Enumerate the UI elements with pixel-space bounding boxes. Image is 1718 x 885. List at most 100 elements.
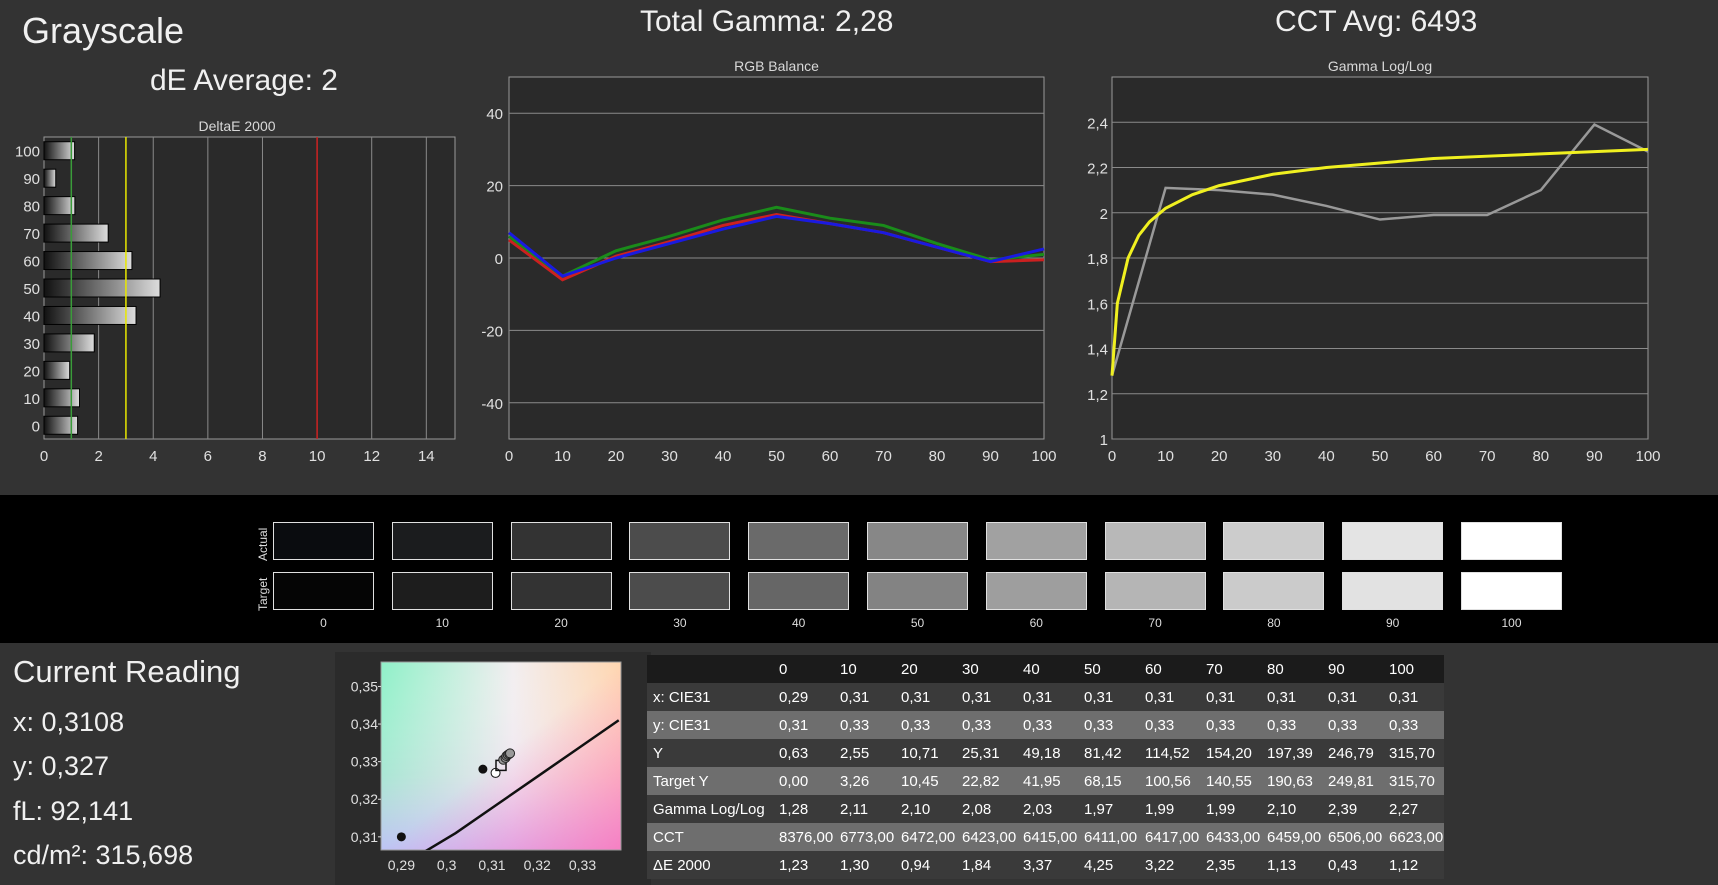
gamma-x-tick-label: 90 — [1586, 448, 1603, 465]
table-cell: 2,35 — [1200, 851, 1261, 879]
table-cell: 10,45 — [895, 767, 956, 795]
table-cell: 0,33 — [956, 711, 1017, 739]
rgb-y-tick-label: 40 — [486, 106, 503, 123]
table-cell: 0,33 — [1322, 711, 1383, 739]
table-header-cell: 60 — [1139, 655, 1200, 683]
table-cell: 315,70 — [1383, 739, 1444, 767]
deltae-x-tick-label: 8 — [258, 448, 266, 465]
table-cell: 0,31 — [1383, 683, 1444, 711]
swatch-label: 30 — [673, 616, 687, 630]
deltae-bar — [43, 305, 137, 325]
table-cell: 140,55 — [1200, 767, 1261, 795]
table-row-label: Gamma Log/Log — [647, 795, 773, 823]
rgb-x-tick-label: 30 — [661, 448, 678, 465]
cie-y-tick-label: 0,34 — [351, 716, 378, 732]
cie-y-tick-label: 0,33 — [351, 754, 378, 770]
cie-x-tick-label: 0,29 — [388, 857, 415, 873]
deltae-bar — [43, 333, 95, 353]
table-row-label: CCT — [647, 823, 773, 851]
table-cell: 246,79 — [1322, 739, 1383, 767]
table-cell: 0,63 — [773, 739, 834, 767]
cie-point — [396, 832, 406, 842]
cie-x-tick-label: 0,32 — [524, 857, 551, 873]
table-cell: 68,15 — [1078, 767, 1139, 795]
table-header-cell: 70 — [1200, 655, 1261, 683]
rgb-x-tick-label: 80 — [929, 448, 946, 465]
target-swatch — [1342, 572, 1444, 610]
table-header-cell: 50 — [1078, 655, 1139, 683]
rgb-balance-chart: 40 20 0 -20 -40 0 10 20 30 40 50 60 70 80 90 100 — [481, 76, 1057, 465]
actual-swatch — [867, 522, 968, 560]
table-cell: 0,33 — [1200, 711, 1261, 739]
gamma-x-tick-label: 0 — [1108, 448, 1116, 465]
rgb-x-tick-label: 20 — [608, 448, 625, 465]
swatch-label: 50 — [910, 616, 925, 630]
table-cell: 2,08 — [956, 795, 1017, 823]
rgb-y-tick-label: 0 — [495, 251, 503, 268]
table-cell: 0,31 — [1322, 683, 1383, 711]
table-cell: 2,39 — [1322, 795, 1383, 823]
actual-swatch — [1461, 522, 1562, 560]
table-cell: 4,25 — [1078, 851, 1139, 879]
table-cell: 1,84 — [956, 851, 1017, 879]
cct-avg-label: CCT Avg: 6493 — [1275, 5, 1478, 38]
table-cell: 8376,00 — [773, 823, 834, 851]
actual-swatch — [1223, 522, 1325, 560]
target-swatch — [1223, 572, 1325, 610]
cie-y-tick-label: 0,32 — [351, 791, 378, 807]
table-cell: 49,18 — [1017, 739, 1078, 767]
measurement-table: 0 10 20 30 40 50 60 70 80 90 100 x: CIE31 0,29 0,31 0,… — [647, 655, 1444, 879]
gamma-x-tick-label: 60 — [1425, 448, 1442, 465]
table-header-cell: 80 — [1261, 655, 1322, 683]
table-cell: 0,33 — [895, 711, 956, 739]
target-swatch — [985, 572, 1087, 610]
deltae-category-label: 80 — [23, 199, 40, 216]
rgb-x-tick-label: 40 — [715, 448, 732, 465]
actual-swatch — [1104, 522, 1206, 560]
gamma-y-tick-label: 1,2 — [1087, 387, 1108, 404]
target-swatch — [510, 572, 612, 610]
table-cell: 0,43 — [1322, 851, 1383, 879]
table-header-cell: 100 — [1383, 655, 1444, 683]
deltae-category-label: 90 — [23, 171, 40, 188]
table-cell: 10,71 — [895, 739, 956, 767]
rgb-y-tick-label: 20 — [486, 179, 503, 196]
cie-y-tick-label: 0,35 — [351, 678, 378, 694]
deltae-category-label: 20 — [23, 363, 40, 380]
deltae-category-label: 10 — [23, 391, 40, 408]
actual-swatch — [391, 522, 493, 560]
table-cell: 1,99 — [1200, 795, 1261, 823]
table-header-cell: 10 — [834, 655, 895, 683]
table-cell: 0,33 — [834, 711, 895, 739]
target-swatch — [748, 572, 850, 610]
table-row: Target Y 0,00 3,26 10,45 22,82 41,95 68,15 100,… — [647, 767, 1444, 795]
table-cell: 0,31 — [895, 683, 956, 711]
cie-x-tick-label: 0,3 — [437, 857, 457, 873]
actual-swatch — [510, 522, 612, 560]
table-cell: 0,31 — [1261, 683, 1322, 711]
deltae-category-label: 30 — [23, 336, 40, 353]
deltae-x-tick-label: 14 — [418, 448, 435, 465]
table-cell: 190,63 — [1261, 767, 1322, 795]
deltae-x-tick-label: 12 — [363, 448, 380, 465]
deltae-bar — [43, 388, 81, 408]
gamma-x-tick-label: 10 — [1157, 448, 1174, 465]
gamma-y-tick-label: 1,6 — [1087, 296, 1108, 313]
deltae-bar — [43, 251, 133, 271]
gamma-x-tick-label: 70 — [1479, 448, 1496, 465]
table-cell: 1,30 — [834, 851, 895, 879]
table-header-cell — [647, 655, 773, 683]
table-cell: 0,33 — [1261, 711, 1322, 739]
deltae-category-label: 70 — [23, 226, 40, 243]
table-cell: 2,10 — [895, 795, 956, 823]
table-cell: 6472,00 — [895, 823, 956, 851]
deltae-x-tick-label: 6 — [204, 448, 212, 465]
table-cell: 315,70 — [1383, 767, 1444, 795]
table-cell: 1,13 — [1261, 851, 1322, 879]
de-average-label: dE Average: 2 — [150, 64, 338, 97]
cie-point — [505, 748, 516, 759]
target-swatch — [273, 572, 374, 610]
table-cell: 6417,00 — [1139, 823, 1200, 851]
actual-swatch — [1342, 522, 1444, 560]
gamma-y-tick-label: 2,4 — [1087, 115, 1108, 132]
